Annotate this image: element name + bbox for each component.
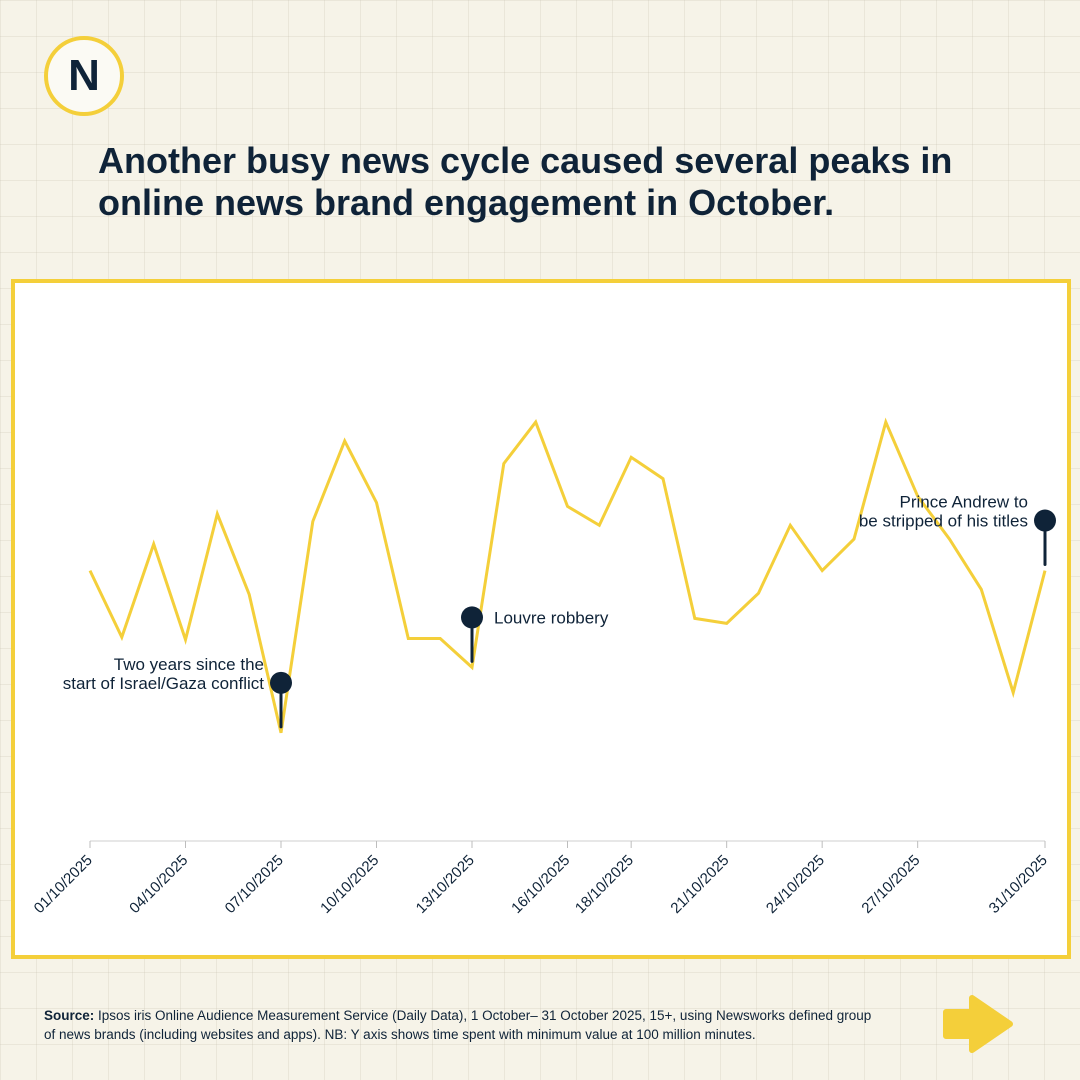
x-tick-label: 21/10/2025 <box>667 852 732 917</box>
x-tick-label: 27/10/2025 <box>858 852 923 917</box>
source-note: Source: Ipsos iris Online Audience Measu… <box>44 1006 874 1044</box>
x-tick-label: 31/10/2025 <box>986 852 1051 917</box>
source-label: Source: <box>44 1008 95 1023</box>
logo-letter: N <box>68 51 100 100</box>
headline: Another busy news cycle caused several p… <box>98 140 953 223</box>
chart-frame: 01/10/2025 04/10/2025 07/10/2025 10/10/2025… <box>11 279 1071 959</box>
annotation-label: be stripped of his titles <box>859 512 1028 531</box>
x-tick-label: 04/10/2025 <box>126 852 191 917</box>
annotation-label: Two years since the <box>114 655 264 674</box>
x-tick-label: 07/10/2025 <box>222 852 287 917</box>
x-tick-label: 13/10/2025 <box>413 852 478 917</box>
x-tick-label: 18/10/2025 <box>572 852 637 917</box>
x-tick-label: 24/10/2025 <box>763 852 828 917</box>
x-tick-label: 01/10/2025 <box>31 852 96 917</box>
series-line <box>88 417 1047 734</box>
annotation-label: Prince Andrew to <box>899 493 1028 512</box>
annotation-label: Louvre robbery <box>494 608 609 627</box>
x-tick-label: 16/10/2025 <box>508 852 573 917</box>
source-text: Ipsos iris Online Audience Measurement S… <box>44 1008 872 1042</box>
pin-marker <box>461 606 483 629</box>
engagement-line-chart: 01/10/2025 04/10/2025 07/10/2025 10/10/2025… <box>31 417 1056 917</box>
x-tick-label: 10/10/2025 <box>317 852 382 917</box>
arrow-right-icon[interactable] <box>942 994 1014 1056</box>
newsworks-logo: N <box>44 36 124 116</box>
annotation-label: start of Israel/Gaza conflict <box>63 674 265 693</box>
pin-marker <box>1034 509 1056 532</box>
pin-marker <box>270 671 292 694</box>
